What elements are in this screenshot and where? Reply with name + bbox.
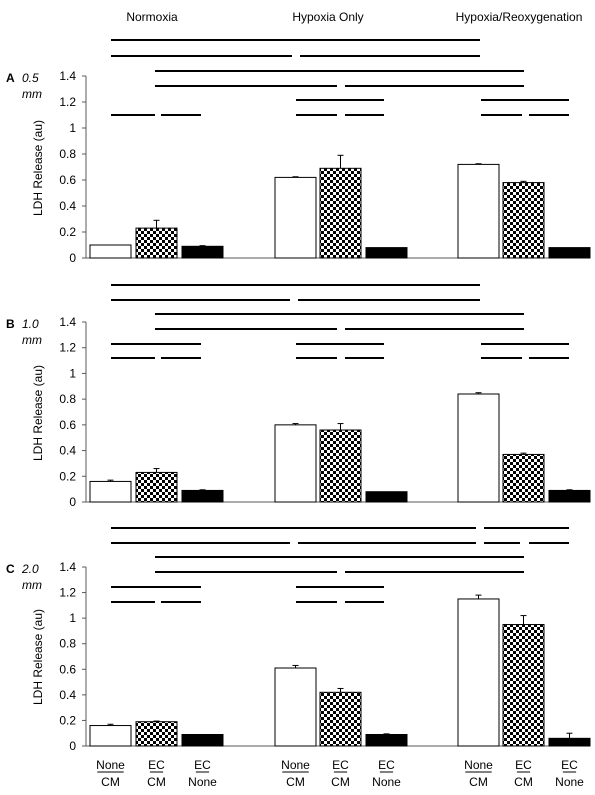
bar-solid <box>548 247 591 259</box>
panel-letter-b: B <box>6 317 15 331</box>
panel-a-distance-unit: mm <box>22 87 42 101</box>
bar-open <box>457 393 500 503</box>
category-label-bottom: CM <box>331 775 350 789</box>
bar-solid <box>181 489 224 503</box>
category-label-bottom: None <box>188 775 217 789</box>
category-label-top: None <box>96 758 125 772</box>
panel-c-distance-value: 2.0 <box>21 562 39 576</box>
category-label-top: None <box>464 758 493 772</box>
panel-c-y-axis-label: LDH Release (au) <box>31 609 45 705</box>
category-label-top: None <box>281 758 310 772</box>
y-tick-label: 1 <box>69 611 76 625</box>
bar-open <box>89 244 132 259</box>
y-tick-label: 0.6 <box>59 662 76 676</box>
bar-checker <box>135 227 178 259</box>
bar-open <box>457 163 500 259</box>
bar-solid <box>181 245 224 259</box>
y-tick-label: 0.4 <box>59 444 76 458</box>
bar-open <box>274 176 317 259</box>
y-tick-label: 0.2 <box>59 469 76 483</box>
category-label-top: EC <box>515 758 532 772</box>
y-tick-label: 0 <box>69 251 76 265</box>
panel-a-significance-lines <box>111 39 569 116</box>
y-tick-label: 0 <box>69 739 76 753</box>
y-tick-label: 0.4 <box>59 688 76 702</box>
bar-checker <box>502 453 545 503</box>
bar-solid <box>548 489 591 503</box>
bar-solid <box>365 247 408 259</box>
panel-c: C 2.0 mm LDH Release (au) 0 0.2 0.4 0.6 0.8 1… <box>6 527 591 753</box>
panel-c-distance-unit: mm <box>22 578 42 592</box>
y-tick-label: 1.2 <box>59 341 76 355</box>
condition-label-hypoxia-only: Hypoxia Only <box>292 10 363 24</box>
y-tick-label: 1 <box>69 121 76 135</box>
panel-a-y-axis-label: LDH Release (au) <box>31 120 45 216</box>
y-tick-label: 1.4 <box>59 560 76 574</box>
panel-b-significance-lines <box>111 284 569 359</box>
bar-solid <box>181 733 224 747</box>
category-label-top: EC <box>194 758 211 772</box>
category-label-top: EC <box>332 758 349 772</box>
category-label-bottom: CM <box>286 775 305 789</box>
category-label-top: EC <box>561 758 578 772</box>
y-tick-label: 0.4 <box>59 199 76 213</box>
y-tick-label: 0.2 <box>59 713 76 727</box>
bar-open <box>89 725 132 747</box>
category-label-bottom: CM <box>514 775 533 789</box>
bar-checker <box>135 471 178 503</box>
category-label-bottom: CM <box>469 775 488 789</box>
bar-open <box>274 667 317 747</box>
category-label-bottom: CM <box>147 775 166 789</box>
y-tick-label: 0.8 <box>59 637 76 651</box>
panel-b-distance-value: 1.0 <box>22 317 39 331</box>
bar-checker <box>319 167 362 259</box>
y-tick-label: 1 <box>69 366 76 380</box>
bar-solid <box>548 737 591 747</box>
bar-solid <box>365 491 408 503</box>
category-label-bottom: None <box>555 775 584 789</box>
bar-checker <box>319 429 362 503</box>
panel-letter-a: A <box>6 71 15 85</box>
bar-solid <box>365 733 408 747</box>
condition-label-hypoxia-reoxygenation: Hypoxia/Reoxygenation <box>456 10 583 24</box>
panel-b-distance-unit: mm <box>22 333 42 347</box>
y-tick-label: 0.8 <box>59 392 76 406</box>
y-tick-label: 1.4 <box>59 69 76 83</box>
category-label-bottom: CM <box>101 775 120 789</box>
panel-b-y-axis-label: LDH Release (au) <box>31 365 45 461</box>
y-tick-label: 0.8 <box>59 147 76 161</box>
y-tick-label: 1.2 <box>59 586 76 600</box>
category-label-top: EC <box>148 758 165 772</box>
bar-checker <box>502 624 545 747</box>
panel-a-distance-value: 0.5 <box>22 71 39 85</box>
panel-a-bars <box>89 154 591 259</box>
panel-b-bars <box>89 392 591 503</box>
y-tick-label: 0.6 <box>59 418 76 432</box>
panel-letter-c: C <box>6 562 15 576</box>
y-tick-label: 1.2 <box>59 95 76 109</box>
y-tick-label: 0 <box>69 495 76 509</box>
y-tick-label: 0.6 <box>59 173 76 187</box>
bar-open <box>274 424 317 503</box>
bar-checker <box>319 691 362 747</box>
panel-b: B 1.0 mm LDH Release (au) 0 0.2 0.4 0.6 0.8 1… <box>6 284 591 509</box>
condition-label-normoxia: Normoxia <box>126 10 178 24</box>
y-tick-label: 0.2 <box>59 225 76 239</box>
category-label-top: EC <box>378 758 395 772</box>
panel-c-bars <box>89 594 591 747</box>
y-tick-label: 1.4 <box>59 315 76 329</box>
bar-open <box>89 480 132 503</box>
bar-open <box>457 598 500 747</box>
bar-checker <box>135 721 178 747</box>
panel-a: A 0.5 mm LDH Release (au) 0 0.2 0.4 0.6 0.8 1… <box>6 39 591 265</box>
bar-checker <box>502 182 545 259</box>
panel-c-significance-lines <box>111 527 569 603</box>
category-label-bottom: None <box>372 775 401 789</box>
category-labels: None CM EC CM EC None None CM EC CM EC None None CM EC… <box>96 758 584 789</box>
